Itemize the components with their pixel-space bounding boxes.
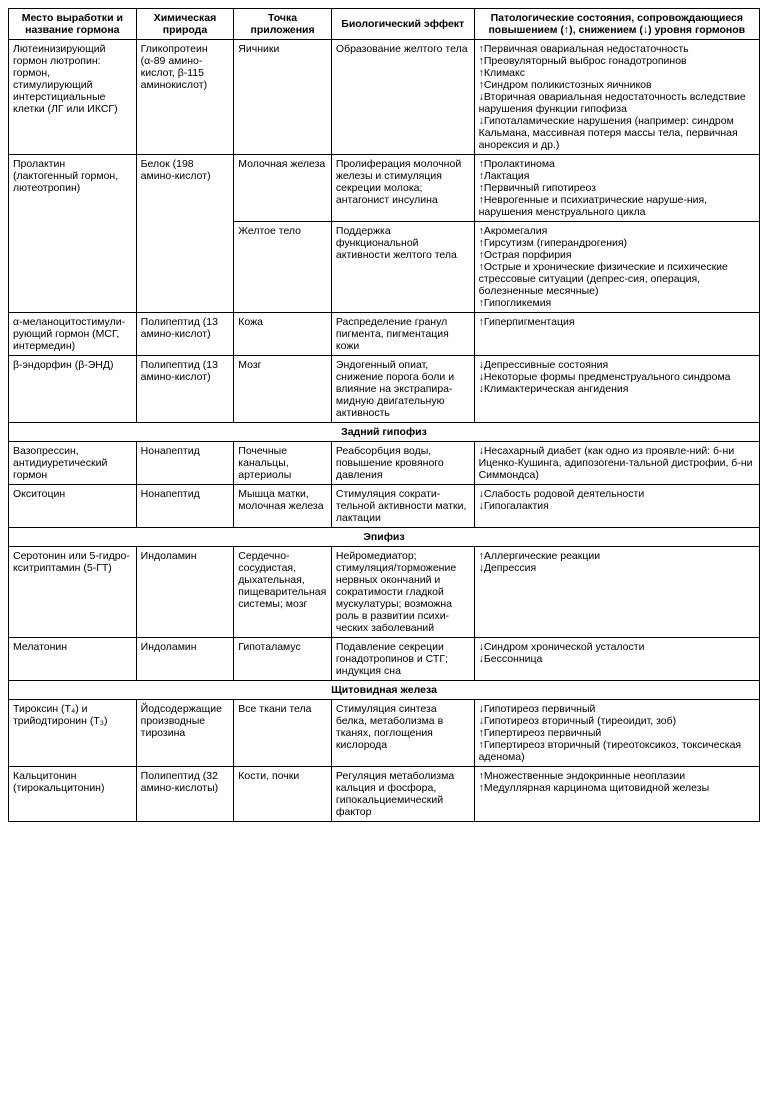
cell-name: α-меланоцитостимули-рующий гормон (МСГ, … [9, 313, 137, 356]
cell-name: Мелатонин [9, 638, 137, 681]
cell-cond: ↑Множественные эндокринные неоплазии ↑Ме… [474, 767, 759, 822]
cell-chem: Йодсодержащие производные тирозина [136, 700, 234, 767]
table-row: Пролактин (лактогенный гормон, лютеотроп… [9, 155, 760, 222]
cell-cond: ↓Слабость родовой деятельности ↓Гипогала… [474, 485, 759, 528]
header-chem: Химическая природа [136, 9, 234, 40]
cell-cond: ↑Акромегалия ↑Гирсутизм (гиперандрогения… [474, 222, 759, 313]
cell-target: Кожа [234, 313, 332, 356]
table-row: Серотонин или 5-гидро-кситриптамин (5-ГТ… [9, 547, 760, 638]
section-thyroid: Щитовидная железа [9, 681, 760, 700]
cell-chem: Нонапептид [136, 485, 234, 528]
header-effect: Биологический эффект [331, 9, 474, 40]
header-row: Место выработки и название гормона Химич… [9, 9, 760, 40]
cell-chem: Полипептид (13 амино-кислот) [136, 313, 234, 356]
cell-effect: Поддержка функциональной активности желт… [331, 222, 474, 313]
cell-effect: Эндогенный опиат, снижение порога боли и… [331, 356, 474, 423]
cell-name: Окситоцин [9, 485, 137, 528]
section-epiphysis: Эпифиз [9, 528, 760, 547]
cell-effect: Нейромедиатор; стимуляция/торможение нер… [331, 547, 474, 638]
cell-name: Пролактин (лактогенный гормон, лютеотроп… [9, 155, 137, 313]
header-cond: Патологические состояния, сопровождающие… [474, 9, 759, 40]
cell-target: Желтое тело [234, 222, 332, 313]
cell-chem: Полипептид (32 амино-кислоты) [136, 767, 234, 822]
table-row: Вазопрессин, антидиуретический гормон Но… [9, 442, 760, 485]
cell-chem: Полипептид (13 амино-кислот) [136, 356, 234, 423]
cell-target: Молочная железа [234, 155, 332, 222]
cell-effect: Стимуляция синтеза белка, метаболизма в … [331, 700, 474, 767]
table-row: Лютеинизирующий гормон лютропин: гормон,… [9, 40, 760, 155]
cell-target: Кости, почки [234, 767, 332, 822]
cell-target: Все ткани тела [234, 700, 332, 767]
cell-cond: ↑Первичная овариальная недостаточность ↑… [474, 40, 759, 155]
cell-cond: ↓Депрессивные состояния ↓Некоторые формы… [474, 356, 759, 423]
cell-name: Серотонин или 5-гидро-кситриптамин (5-ГТ… [9, 547, 137, 638]
cell-name: Лютеинизирующий гормон лютропин: гормон,… [9, 40, 137, 155]
cell-cond: ↑Гиперпигментация [474, 313, 759, 356]
cell-effect: Регуляция метаболизма кальция и фосфора,… [331, 767, 474, 822]
cell-cond: ↑Аллергические реакции ↓Депрессия [474, 547, 759, 638]
cell-chem: Гликопротеин (α-89 амино-кислот, β-115 а… [136, 40, 234, 155]
header-name: Место выработки и название гормона [9, 9, 137, 40]
table-row: Кальцитонин (тирокальцитонин) Полипептид… [9, 767, 760, 822]
table-row: β-эндорфин (β-ЭНД) Полипептид (13 амино-… [9, 356, 760, 423]
cell-effect: Образование желтого тела [331, 40, 474, 155]
section-row: Щитовидная железа [9, 681, 760, 700]
cell-chem: Нонапептид [136, 442, 234, 485]
cell-chem: Белок (198 амино-кислот) [136, 155, 234, 313]
header-target: Точка приложения [234, 9, 332, 40]
table-row: α-меланоцитостимули-рующий гормон (МСГ, … [9, 313, 760, 356]
cell-effect: Подавление секреции гонадотропинов и СТГ… [331, 638, 474, 681]
cell-name: Тироксин (T₄) и трийодтиронин (T₃) [9, 700, 137, 767]
cell-effect: Пролиферация молочной железы и стимуляци… [331, 155, 474, 222]
section-row: Задний гипофиз [9, 423, 760, 442]
table-row: Мелатонин Индоламин Гипоталамус Подавлен… [9, 638, 760, 681]
cell-effect: Распределение гранул пигмента, пигментац… [331, 313, 474, 356]
cell-chem: Индоламин [136, 638, 234, 681]
cell-cond: ↑Пролактинома ↑Лактация ↑Первичный гипот… [474, 155, 759, 222]
cell-target: Почечные канальцы, артериолы [234, 442, 332, 485]
cell-cond: ↓Синдром хронической усталости ↓Бессонни… [474, 638, 759, 681]
table-row: Тироксин (T₄) и трийодтиронин (T₃) Йодсо… [9, 700, 760, 767]
cell-target: Мышца матки, молочная железа [234, 485, 332, 528]
cell-target: Сердечно-сосудистая, дыхательная, пищева… [234, 547, 332, 638]
cell-target: Гипоталамус [234, 638, 332, 681]
section-row: Эпифиз [9, 528, 760, 547]
cell-chem: Индоламин [136, 547, 234, 638]
cell-effect: Стимуляция сократи-тельной активности ма… [331, 485, 474, 528]
cell-cond: ↓Несахарный диабет (как одно из проявле-… [474, 442, 759, 485]
section-posterior: Задний гипофиз [9, 423, 760, 442]
cell-target: Яичники [234, 40, 332, 155]
cell-name: Вазопрессин, антидиуретический гормон [9, 442, 137, 485]
hormone-table: Место выработки и название гормона Химич… [8, 8, 760, 822]
cell-name: β-эндорфин (β-ЭНД) [9, 356, 137, 423]
cell-effect: Реабсорбция воды, повышение кровяного да… [331, 442, 474, 485]
cell-target: Мозг [234, 356, 332, 423]
cell-name: Кальцитонин (тирокальцитонин) [9, 767, 137, 822]
table-row: Окситоцин Нонапептид Мышца матки, молочн… [9, 485, 760, 528]
cell-cond: ↓Гипотиреоз первичный ↓Гипотиреоз вторич… [474, 700, 759, 767]
